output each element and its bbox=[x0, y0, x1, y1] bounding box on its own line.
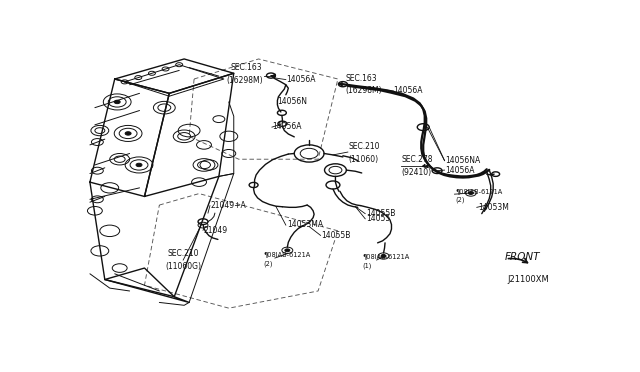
Text: 14053MA: 14053MA bbox=[287, 220, 323, 229]
Text: 14055: 14055 bbox=[366, 214, 390, 223]
Text: 14055B: 14055B bbox=[366, 209, 396, 218]
Text: FRONT: FRONT bbox=[505, 252, 541, 262]
Text: (1): (1) bbox=[363, 262, 372, 269]
Text: (16298M): (16298M) bbox=[226, 76, 262, 84]
Text: (11060): (11060) bbox=[349, 155, 379, 164]
Text: (2): (2) bbox=[264, 260, 273, 267]
Text: 14056A: 14056A bbox=[286, 74, 316, 83]
Circle shape bbox=[468, 192, 474, 195]
Text: 14056A: 14056A bbox=[394, 86, 423, 95]
Circle shape bbox=[136, 163, 142, 167]
Circle shape bbox=[285, 249, 290, 252]
Text: 14056N: 14056N bbox=[277, 97, 307, 106]
Text: 14056A: 14056A bbox=[445, 166, 475, 174]
Text: SEC.278: SEC.278 bbox=[401, 155, 433, 164]
Text: 14053M: 14053M bbox=[478, 203, 509, 212]
Text: 21049+A: 21049+A bbox=[211, 201, 246, 209]
Text: 14055B: 14055B bbox=[321, 231, 351, 240]
Text: ¶08IAB-6121A: ¶08IAB-6121A bbox=[264, 251, 311, 257]
Text: SEC.163: SEC.163 bbox=[231, 63, 262, 72]
Text: SEC.210: SEC.210 bbox=[168, 249, 199, 258]
Text: 14056NA: 14056NA bbox=[445, 156, 481, 165]
Circle shape bbox=[125, 132, 131, 135]
Text: ¶08IAB-6121A: ¶08IAB-6121A bbox=[456, 187, 503, 193]
Circle shape bbox=[114, 100, 120, 104]
Text: J21100XM: J21100XM bbox=[508, 275, 549, 284]
Text: 21049: 21049 bbox=[204, 226, 228, 235]
Text: (2): (2) bbox=[456, 196, 465, 203]
Text: (16298M): (16298M) bbox=[346, 86, 382, 96]
Text: (11060G): (11060G) bbox=[165, 262, 201, 271]
Text: SEC.210: SEC.210 bbox=[349, 142, 380, 151]
Text: SEC.163: SEC.163 bbox=[346, 74, 377, 83]
Text: (92410): (92410) bbox=[401, 168, 431, 177]
Text: 14056A: 14056A bbox=[273, 122, 302, 131]
Circle shape bbox=[381, 254, 386, 257]
Text: ¶08IAB-6121A: ¶08IAB-6121A bbox=[363, 253, 410, 259]
